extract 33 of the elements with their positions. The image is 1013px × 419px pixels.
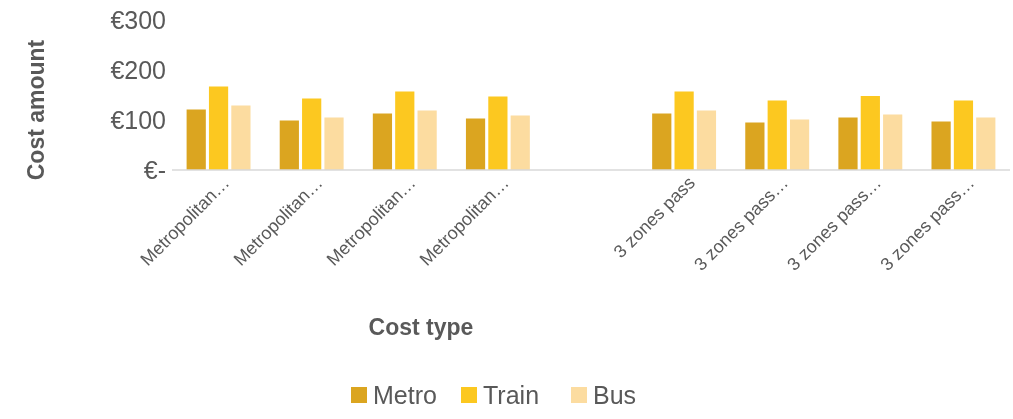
bar xyxy=(789,119,810,170)
bar xyxy=(324,117,344,170)
bar xyxy=(417,110,437,170)
bar xyxy=(860,96,880,170)
bar xyxy=(953,100,974,170)
bar xyxy=(279,120,299,170)
x-axis-title: Cost type xyxy=(368,314,474,340)
legend-label: Bus xyxy=(593,381,637,409)
bar xyxy=(208,86,229,170)
bar xyxy=(652,113,672,170)
bar xyxy=(488,96,508,170)
bar xyxy=(186,109,206,170)
y-tick-label: €200 xyxy=(110,55,166,84)
bar xyxy=(674,91,694,170)
y-tick-label: €100 xyxy=(110,105,166,134)
bar xyxy=(767,100,787,170)
legend-label: Train xyxy=(483,381,540,409)
bar xyxy=(372,113,393,170)
y-axis-title: Cost amount xyxy=(23,39,49,181)
bar xyxy=(838,117,858,170)
bar xyxy=(976,117,996,170)
bar xyxy=(883,114,903,170)
bar xyxy=(231,105,251,170)
bar xyxy=(465,118,486,170)
bar xyxy=(510,115,530,170)
bar xyxy=(931,121,951,170)
bar xyxy=(302,98,322,170)
bar xyxy=(395,91,415,170)
bar xyxy=(696,110,717,170)
y-tick-label: €- xyxy=(143,155,166,184)
legend-label: Metro xyxy=(373,381,437,409)
bar xyxy=(745,122,765,170)
y-tick-label: €300 xyxy=(110,5,166,34)
